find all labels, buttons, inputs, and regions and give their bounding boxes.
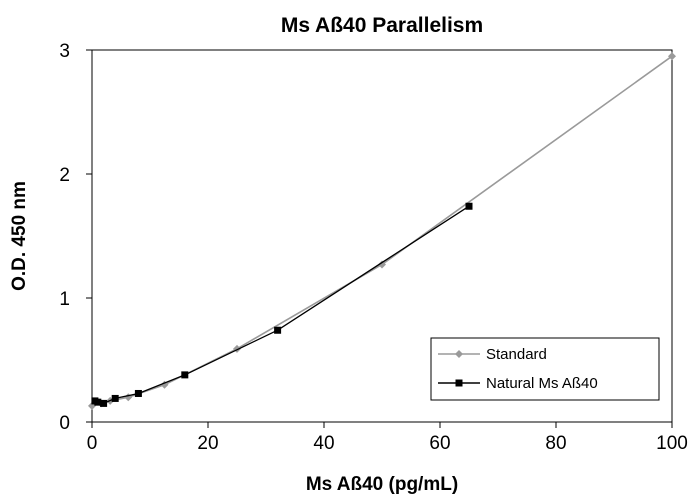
data-point <box>465 202 473 210</box>
plot-area <box>91 49 673 423</box>
series-1 <box>91 202 473 407</box>
x-tick-label: 20 <box>197 433 218 454</box>
x-axis: 0 20 40 60 80 100 <box>87 422 688 454</box>
y-tick-label: 1 <box>59 289 70 310</box>
data-point <box>134 389 142 397</box>
x-tick-label: 40 <box>313 433 334 454</box>
x-tick-label: 60 <box>429 433 450 454</box>
y-tick-label: 2 <box>59 165 70 186</box>
data-point <box>94 398 102 406</box>
y-tick-label: 0 <box>59 413 70 434</box>
x-axis-label: Ms Aß40 (pg/mL) <box>306 474 458 495</box>
y-axis-label: O.D. 450 nm <box>9 181 30 291</box>
data-point <box>111 394 119 402</box>
data-point <box>274 326 282 334</box>
data-point <box>668 52 676 61</box>
plot-border <box>91 49 673 423</box>
data-point <box>181 371 189 379</box>
legend-label: Natural Ms Aß40 <box>486 375 598 392</box>
data-point <box>378 260 386 269</box>
series-layer <box>88 52 676 410</box>
y-axis: 0 1 2 3 <box>59 41 92 434</box>
legend-marker <box>455 379 463 387</box>
series-line <box>94 205 470 405</box>
y-tick-label: 3 <box>59 41 70 62</box>
legend-label: Standard <box>486 346 547 363</box>
legend-box <box>430 337 660 401</box>
legend: Standard Natural Ms Aß40 <box>430 337 660 401</box>
x-tick-label: 0 <box>87 433 98 454</box>
legend-marker <box>455 350 463 358</box>
x-tick-label: 100 <box>656 433 688 454</box>
chart-title: Ms Aß40 Parallelism <box>281 14 483 37</box>
x-tick-label: 80 <box>545 433 566 454</box>
data-point <box>100 399 108 407</box>
